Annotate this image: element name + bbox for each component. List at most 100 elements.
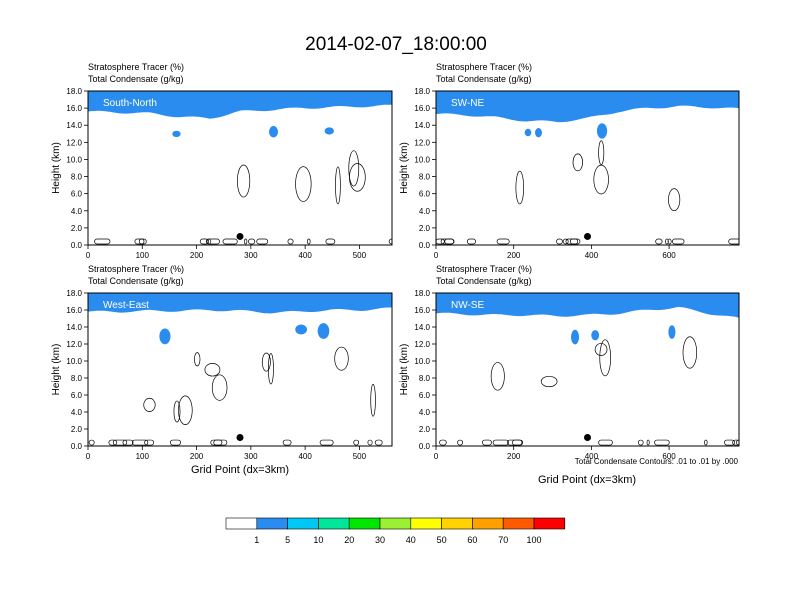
x-tick-label: 400	[298, 452, 312, 461]
y-tick-label: 6.0	[419, 190, 431, 199]
contour-low	[88, 439, 95, 446]
contour	[173, 400, 181, 423]
y-tick-label: 4.0	[419, 408, 431, 417]
y-tick-label: 6.0	[71, 391, 83, 400]
tracer-blob	[269, 126, 279, 138]
series-label-condensate: Total Condensate (g/kg)	[88, 276, 184, 286]
tracer-blob	[317, 323, 330, 339]
contour-low	[646, 439, 650, 446]
colorbar-box	[502, 517, 535, 530]
colorbar-box	[533, 517, 566, 530]
colorbar-box	[287, 517, 319, 530]
contour	[204, 363, 221, 377]
contour-low	[440, 238, 455, 245]
tracer-blob	[295, 324, 308, 335]
contour-low	[655, 238, 663, 245]
tracer-band-10	[436, 91, 739, 123]
contour-low	[367, 439, 373, 446]
y-tick-label: 4.0	[71, 408, 83, 417]
tracer-blob	[535, 128, 542, 138]
contour	[572, 153, 583, 172]
colorbar-box	[410, 517, 442, 530]
tracer-blob	[324, 127, 334, 135]
x-tick-label: 300	[244, 452, 258, 461]
x-tick-label: 600	[662, 251, 676, 260]
y-axis-label: Height (km)	[51, 344, 62, 396]
y-tick-label: 0.0	[71, 442, 83, 451]
tracer-field	[88, 293, 392, 345]
contour	[349, 163, 366, 192]
contour-low	[496, 238, 510, 245]
x-tick-label: 300	[244, 251, 258, 260]
location-marker	[584, 232, 591, 240]
contour-low	[353, 439, 360, 446]
plot-frame	[87, 90, 393, 246]
y-tick-label: 10.0	[414, 357, 430, 366]
colorbar-label: 30	[375, 535, 385, 545]
contour-low	[307, 238, 311, 245]
tracer-band-10	[88, 293, 392, 314]
tracer-blob	[524, 128, 532, 137]
contour-low	[482, 439, 492, 446]
panel-name: South-North	[103, 98, 157, 109]
location-marker	[584, 434, 591, 441]
contour-low	[637, 439, 644, 446]
y-tick-label: 12.0	[414, 138, 430, 147]
x-tick-label: 400	[298, 251, 312, 260]
y-tick-label: 2.0	[419, 224, 431, 233]
x-tick-label: 200	[190, 452, 204, 461]
x-tick-label: 200	[507, 452, 521, 461]
y-tick-label: 0.0	[71, 241, 83, 250]
contour	[335, 166, 341, 205]
tracer-blob	[159, 328, 171, 345]
y-tick-label: 12.0	[66, 138, 82, 147]
y-tick-label: 10.0	[66, 155, 82, 164]
y-axis-label: Height (km)	[399, 344, 410, 396]
panel-west-east: 0.0 2.0 4.0 6.0 8.0 10.0 12.0 14.0 16.0 18.0 0 100 2…	[51, 264, 393, 461]
x-tick-label: 100	[136, 452, 150, 461]
contour-low	[672, 238, 685, 245]
x-tick-label: 600	[662, 452, 676, 461]
plot-frame	[435, 292, 740, 447]
y-tick-label: 16.0	[66, 104, 82, 113]
condensate-contours	[436, 140, 739, 245]
contour-low	[444, 238, 455, 245]
contour	[295, 166, 312, 202]
contour-low	[654, 439, 670, 446]
colorbar-box	[225, 517, 258, 530]
x-tick-label: 0	[434, 452, 439, 461]
contour-low	[562, 238, 569, 245]
y-tick-label: 14.0	[414, 121, 430, 130]
chart-title: 2014-02-07_18:00:00	[305, 34, 487, 55]
colorbar-box	[318, 517, 350, 530]
contour-low	[199, 238, 210, 245]
x-tick-label: 100	[136, 251, 150, 260]
contour-low	[512, 439, 524, 446]
contour-low	[565, 238, 579, 245]
y-tick-label: 2.0	[419, 425, 431, 434]
tracer-field	[436, 293, 739, 345]
panel-name: NW-SE	[451, 300, 484, 311]
contour-low	[287, 238, 294, 245]
colorbar-label: 10	[313, 535, 323, 545]
contour-low	[374, 439, 383, 446]
x-axis-label-right: Grid Point (dx=3km)	[538, 474, 636, 486]
contour-low	[169, 439, 181, 446]
x-axis-label-left: Grid Point (dx=3km)	[191, 464, 289, 476]
contour-low	[569, 238, 581, 245]
colorbar-label: 1	[254, 535, 259, 545]
y-tick-label: 0.0	[419, 241, 431, 250]
contour-low	[436, 238, 445, 245]
x-tick-label: 500	[353, 452, 367, 461]
colorbar-label: 40	[406, 535, 416, 545]
contour	[599, 339, 611, 377]
y-tick-label: 8.0	[71, 173, 83, 182]
contour-low	[724, 439, 735, 446]
x-tick-label: 0	[86, 251, 91, 260]
contour	[598, 140, 605, 165]
colorbar-box	[348, 517, 381, 530]
y-tick-label: 16.0	[66, 306, 82, 315]
tracer-blob	[172, 130, 181, 138]
y-tick-label: 14.0	[66, 323, 82, 332]
contour	[370, 383, 376, 417]
